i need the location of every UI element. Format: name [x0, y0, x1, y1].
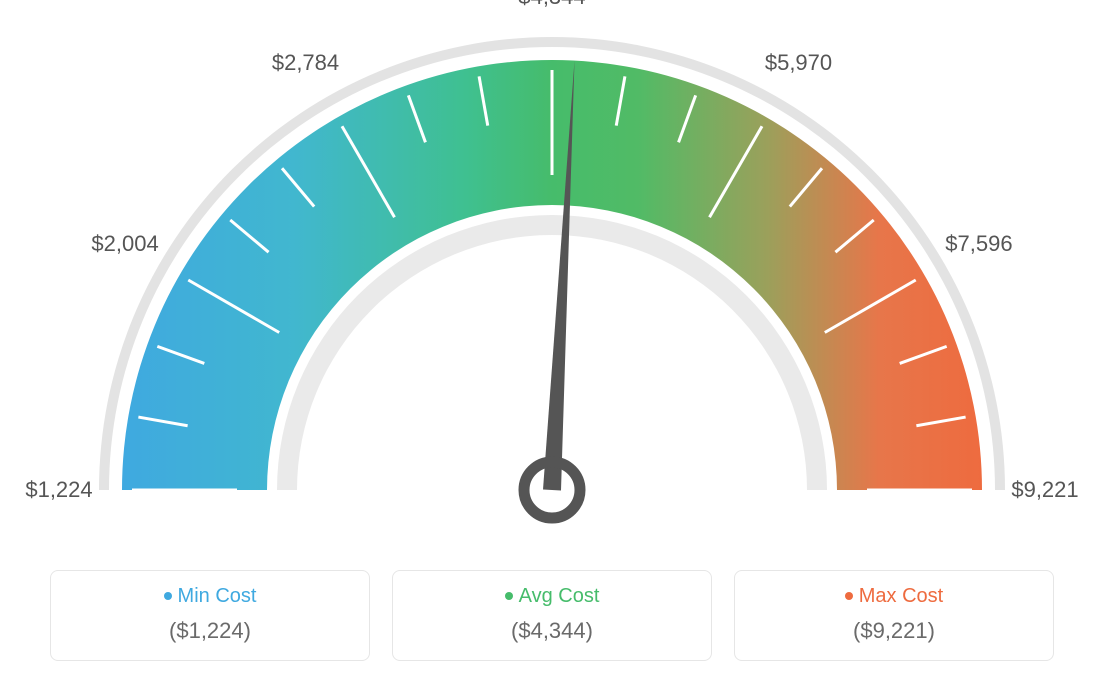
avg-cost-label: Avg Cost	[519, 585, 600, 607]
min-cost-value: ($1,224)	[61, 618, 359, 644]
min-cost-label: Min Cost	[178, 585, 257, 607]
gauge-tick-label: $9,221	[1011, 477, 1078, 503]
max-cost-card: Max Cost ($9,221)	[734, 570, 1054, 661]
avg-cost-title: Avg Cost	[403, 585, 701, 608]
max-dot-icon	[845, 592, 853, 600]
gauge-svg	[0, 0, 1104, 550]
gauge-tick-label: $4,344	[518, 0, 585, 10]
avg-cost-value: ($4,344)	[403, 618, 701, 644]
gauge-chart: $1,224 $2,004 $2,784 $4,344 $5,970 $7,596 $9,2…	[0, 0, 1104, 550]
min-cost-card: Min Cost ($1,224)	[50, 570, 370, 661]
summary-cards: Min Cost ($1,224) Avg Cost ($4,344) Max …	[0, 570, 1104, 661]
avg-cost-card: Avg Cost ($4,344)	[392, 570, 712, 661]
min-dot-icon	[164, 592, 172, 600]
gauge-tick-label: $5,970	[765, 50, 832, 76]
gauge-tick-label: $2,784	[272, 50, 339, 76]
min-cost-title: Min Cost	[61, 585, 359, 608]
gauge-tick-label: $1,224	[25, 477, 92, 503]
gauge-tick-label: $2,004	[91, 231, 158, 257]
max-cost-value: ($9,221)	[745, 618, 1043, 644]
max-cost-label: Max Cost	[859, 585, 943, 607]
gauge-tick-label: $7,596	[945, 231, 1012, 257]
avg-dot-icon	[505, 592, 513, 600]
max-cost-title: Max Cost	[745, 585, 1043, 608]
